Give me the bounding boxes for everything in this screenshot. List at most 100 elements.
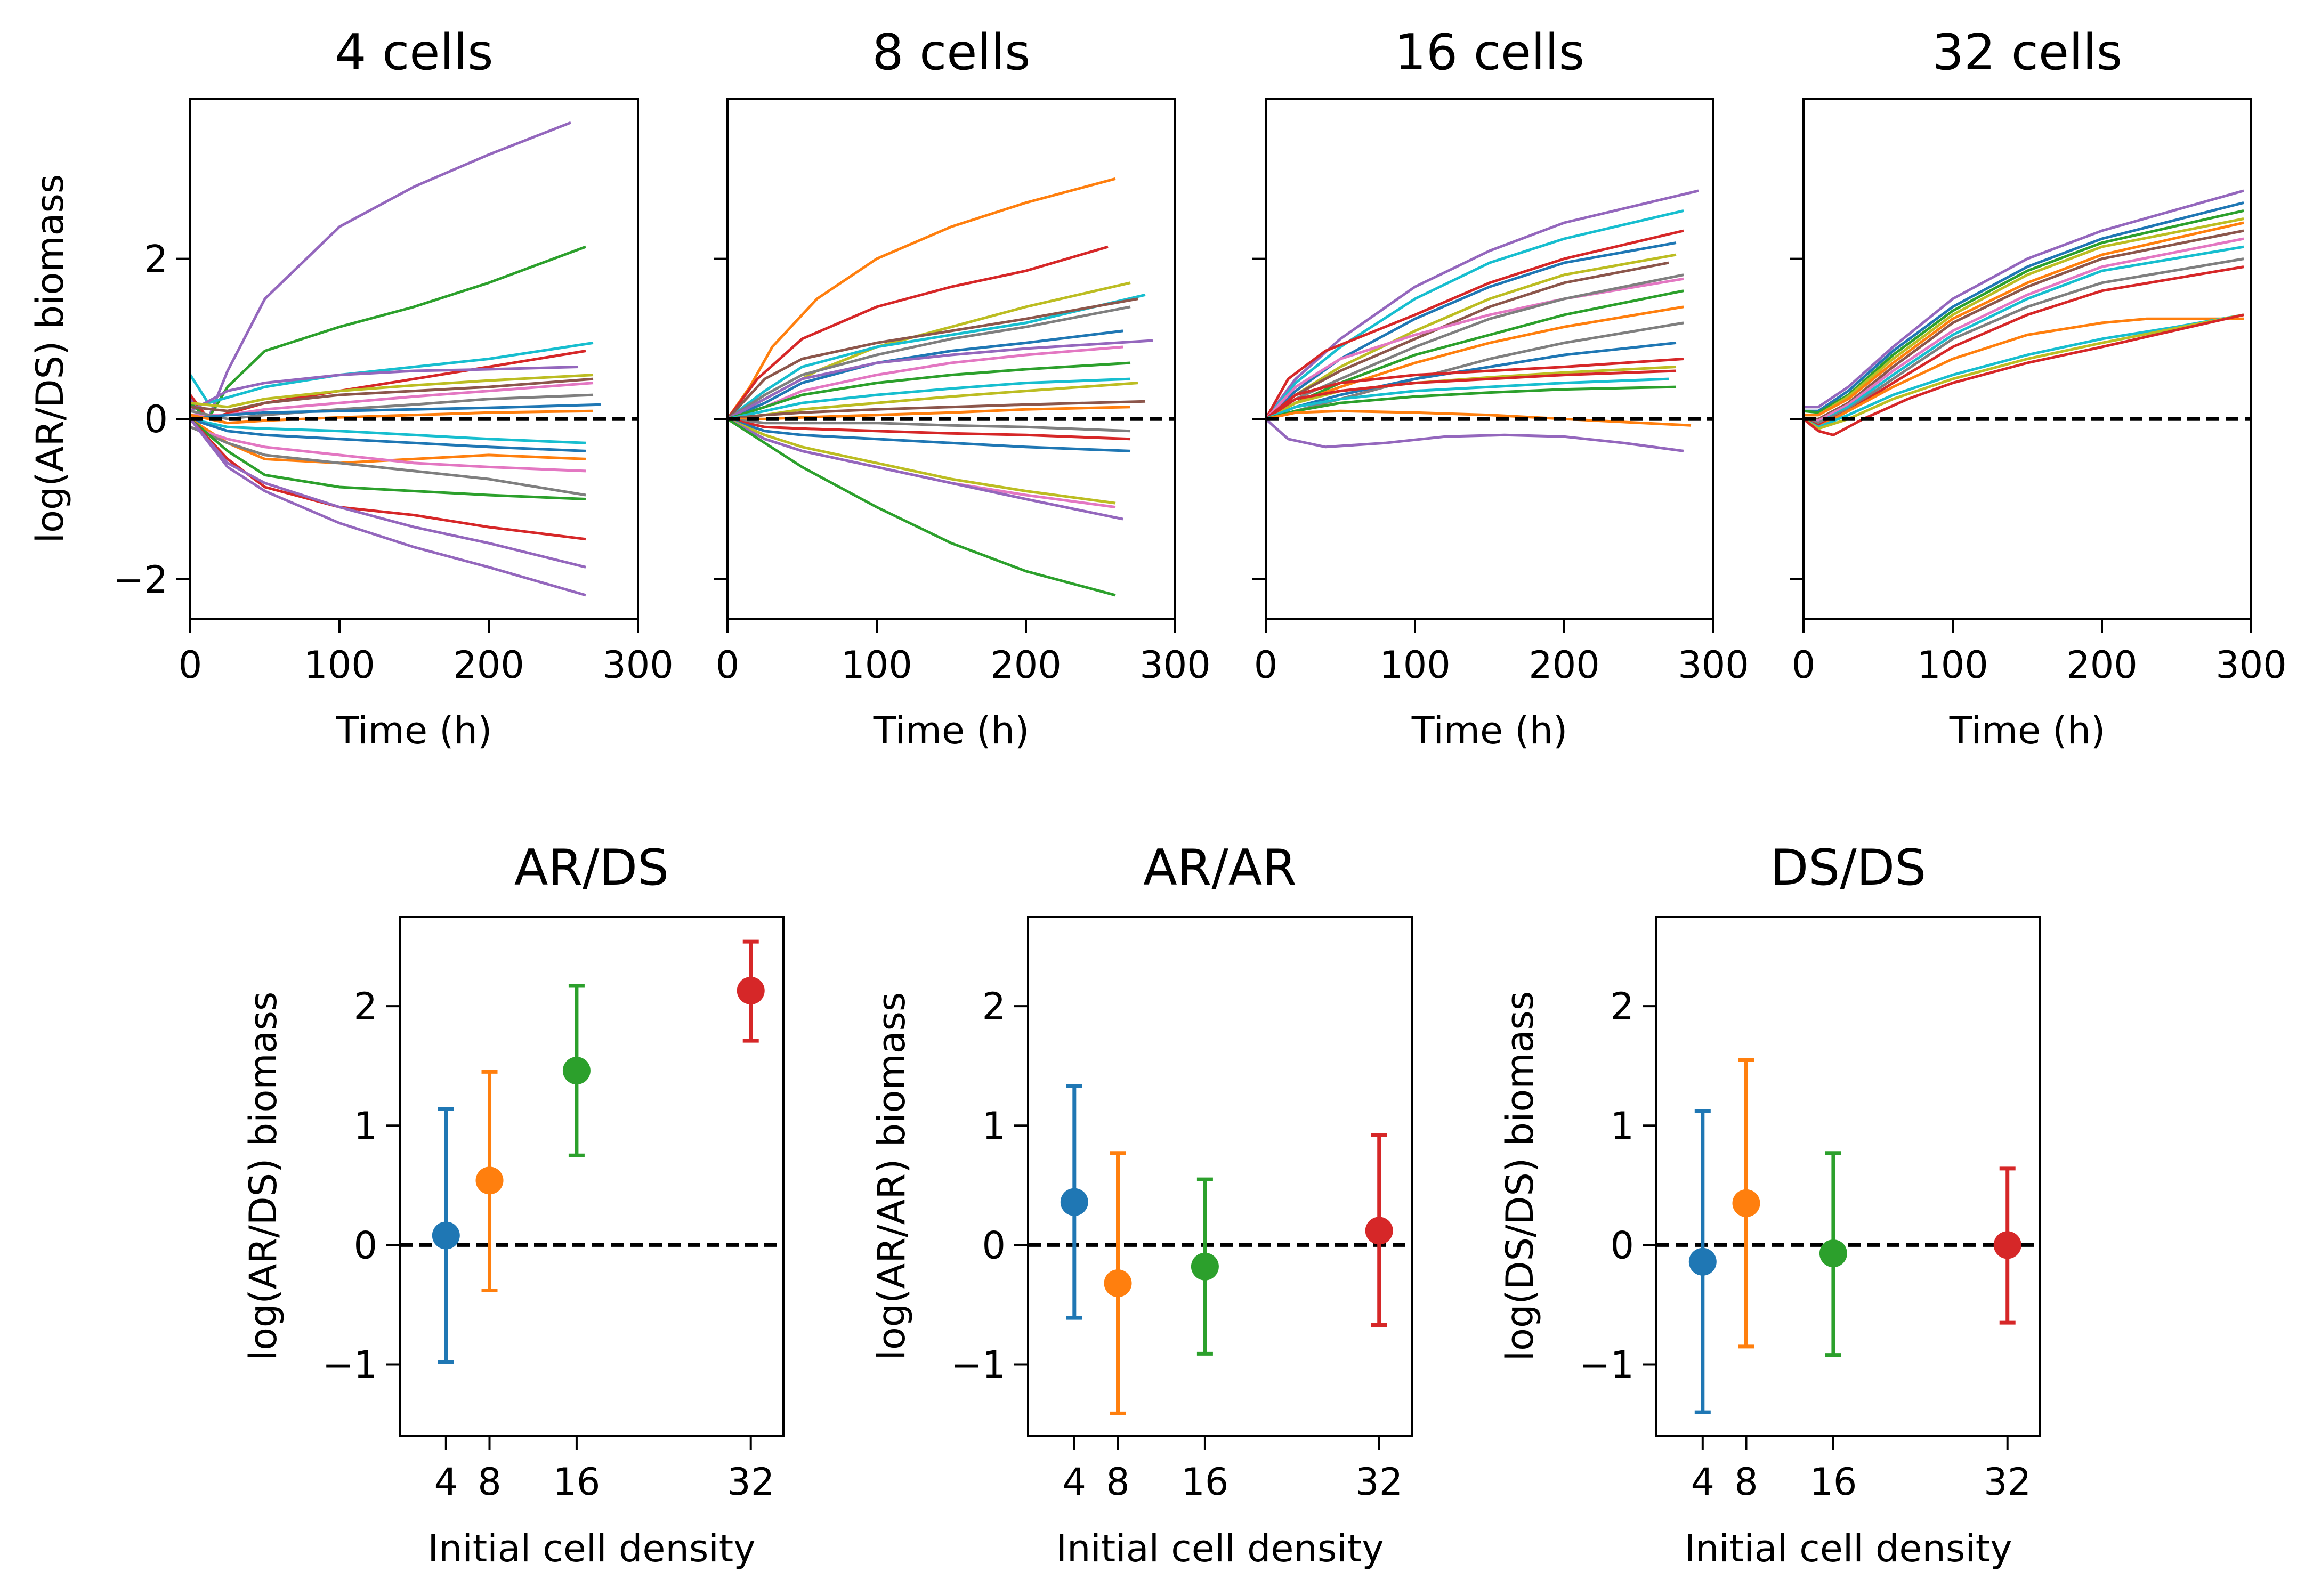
error-bar-points — [1688, 1058, 2021, 1414]
y-axis-ticks: −1 0 1 2 — [1579, 985, 1656, 1387]
x-axis-label: Time (h) — [336, 709, 492, 752]
series-line-11 — [727, 377, 1131, 420]
x-axis-label: Time (h) — [1411, 709, 1568, 752]
x-tick-label: 100 — [1379, 643, 1451, 687]
series-line-13 — [190, 417, 586, 452]
plot-area — [1265, 98, 1714, 620]
series-line-4 — [1266, 241, 1677, 420]
x-tick-label: 16 — [553, 1460, 600, 1504]
x-tick-label: 4 — [1063, 1460, 1087, 1504]
x-tick-label: 200 — [990, 643, 1062, 687]
series-line-16 — [190, 426, 586, 497]
x-axis-ticks: 0 100 200 300 — [1254, 619, 1749, 687]
series-line-15 — [1266, 369, 1677, 420]
series-line-16 — [1266, 377, 1669, 420]
series-lines — [1266, 189, 1699, 452]
series-line-2 — [1804, 201, 2244, 412]
x-axis-ticks: 4 8 16 32 — [1691, 1436, 2031, 1504]
series-line-19 — [190, 418, 586, 569]
series-line-6 — [727, 305, 1131, 420]
mean-point — [1993, 1231, 2021, 1259]
panel-title: AR/AR — [1143, 839, 1297, 896]
series-line-4 — [727, 293, 1146, 420]
mean-point — [1732, 1189, 1760, 1217]
mean-point — [432, 1221, 460, 1250]
y-axis-label: log(AR/DS) biomass — [28, 174, 72, 544]
series-line-8 — [727, 339, 1153, 420]
panel-title: DS/DS — [1770, 839, 1927, 896]
x-tick-label: 300 — [2215, 643, 2287, 687]
x-tick-label: 16 — [1809, 1460, 1857, 1504]
y-tick-label: 0 — [353, 1224, 377, 1267]
series-line-1 — [1266, 189, 1699, 420]
y-tick-label: −1 — [1579, 1343, 1634, 1387]
x-tick-label: 8 — [478, 1460, 502, 1504]
series-line-12 — [190, 417, 586, 444]
x-tick-label: 4 — [434, 1460, 458, 1504]
y-axis-ticks — [714, 257, 727, 580]
mean-point — [1688, 1247, 1717, 1276]
series-line-2 — [727, 245, 1109, 420]
plot-area — [726, 98, 1176, 620]
y-tick-label: 1 — [353, 1104, 377, 1148]
error-bar-points — [432, 939, 765, 1364]
series-line-13 — [1266, 358, 1684, 420]
x-tick-label: 100 — [841, 643, 912, 687]
panel-title: 8 cells — [872, 23, 1030, 81]
y-tick-label: 2 — [982, 985, 1006, 1028]
series-line-6 — [190, 374, 594, 409]
series-line-3 — [1266, 229, 1684, 420]
series-line-7 — [190, 377, 594, 412]
series-line-10 — [727, 361, 1131, 420]
mean-point — [1060, 1188, 1088, 1216]
series-line-18 — [727, 417, 1116, 505]
y-axis-ticks: −1 0 1 2 — [322, 985, 400, 1387]
y-tick-label: 2 — [144, 238, 168, 281]
x-tick-label: 100 — [304, 643, 375, 687]
y-tick-label: −2 — [113, 558, 168, 602]
x-tick-label: 200 — [1528, 643, 1600, 687]
x-axis-label: Time (h) — [873, 709, 1030, 752]
y-axis-label: log(DS/DS) biomass — [1498, 991, 1542, 1362]
series-line-16 — [727, 417, 1131, 441]
y-tick-label: 2 — [353, 985, 377, 1028]
series-line-2 — [190, 245, 586, 420]
y-axis-ticks: −2 0 2 — [113, 238, 190, 602]
series-line-17 — [727, 417, 1131, 452]
series-line-12 — [1804, 313, 2244, 428]
mean-point — [562, 1057, 591, 1085]
x-axis-ticks: 4 8 16 32 — [434, 1436, 774, 1504]
series-line-19 — [1266, 418, 1684, 452]
mean-point — [1819, 1239, 1847, 1268]
y-tick-label: 0 — [144, 398, 168, 441]
y-tick-label: 2 — [1610, 985, 1634, 1028]
x-tick-label: 8 — [1106, 1460, 1130, 1504]
series-line-15 — [190, 425, 586, 473]
x-tick-label: 32 — [727, 1460, 774, 1504]
x-tick-label: 0 — [1254, 643, 1278, 687]
plot-area — [1655, 916, 2041, 1437]
series-line-11 — [190, 409, 594, 425]
x-tick-label: 32 — [1984, 1460, 2031, 1504]
y-tick-label: 0 — [982, 1224, 1006, 1267]
panel-title: 4 cells — [335, 23, 493, 81]
x-axis-label: Time (h) — [1949, 709, 2106, 752]
series-line-13 — [727, 400, 1146, 420]
y-tick-label: −1 — [951, 1343, 1006, 1387]
x-axis-ticks: 0 100 200 300 — [716, 619, 1211, 687]
y-axis-ticks — [1790, 257, 1804, 580]
series-lines — [190, 121, 601, 597]
series-line-17 — [1266, 385, 1677, 420]
plot-area — [1802, 98, 2252, 620]
series-line-1 — [727, 177, 1116, 420]
panel-title: 32 cells — [1932, 23, 2122, 81]
mean-point — [1191, 1252, 1219, 1281]
series-lines — [727, 177, 1153, 597]
panel-title: AR/DS — [514, 839, 669, 896]
x-axis-label: Initial cell density — [1056, 1527, 1384, 1570]
series-line-1 — [1804, 189, 2244, 409]
x-tick-label: 0 — [1792, 643, 1816, 687]
x-tick-label: 300 — [602, 643, 674, 687]
